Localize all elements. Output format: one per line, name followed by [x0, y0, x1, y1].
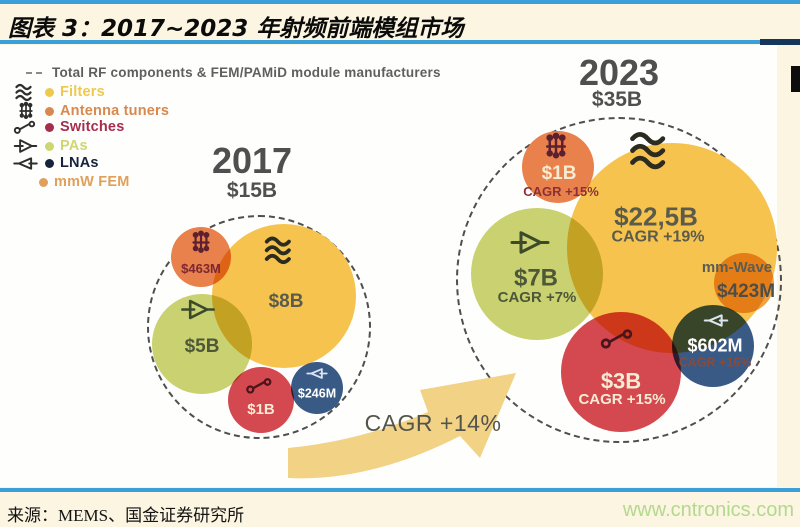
switch-icon — [12, 120, 39, 134]
source-note: 来源：MEMS、国金证券研究所 — [7, 506, 245, 525]
legend-label: LNAs — [60, 155, 99, 171]
label-2023-antenna-tuners-cagr: CAGR +15% — [523, 184, 599, 200]
pa-icon — [180, 297, 216, 328]
bubble-layer — [0, 45, 777, 487]
growth-arrow-label: CAGR +14% — [364, 409, 502, 436]
legend-label: Antenna tuners — [60, 103, 170, 119]
legend-dot — [45, 87, 54, 97]
legend-dot — [45, 106, 54, 116]
pa-icon — [509, 228, 551, 263]
bottom-rule — [0, 488, 800, 492]
top-rule — [0, 0, 800, 4]
antenna-tuner-icon — [188, 230, 214, 261]
label-2023-switches-cagr: CAGR +15% — [578, 391, 666, 409]
website-link[interactable]: www.cntronics.com — [622, 499, 794, 521]
legend-item-lnas: LNAs — [12, 155, 99, 171]
bubble-2017-switches — [228, 367, 294, 433]
label-2017-antenna-tuners-value: $463M — [181, 261, 221, 277]
growth-arrow — [288, 373, 516, 479]
label-2023-pas-cagr: CAGR +7% — [497, 289, 577, 307]
label-2023-pas-value: $7B — [513, 264, 559, 292]
bubble-2023-pas — [471, 208, 603, 340]
lna-icon — [306, 367, 328, 385]
label-2023-antenna-tuners-value: $1B — [541, 163, 577, 185]
title-underline — [0, 40, 800, 44]
dashed-line-icon — [26, 71, 42, 74]
legend-item-pas: PAs — [12, 137, 88, 155]
group-2017-boundary — [147, 215, 371, 439]
filter-waves-icon — [262, 235, 300, 270]
title-underline-dark-segment — [760, 39, 800, 45]
legend-label: Switches — [60, 119, 125, 135]
label-2023-filters-value: $22,5B — [614, 201, 698, 232]
legend-dot — [39, 177, 48, 187]
pa-icon — [12, 137, 39, 155]
label-2023-mmwave-name: mm-Wave — [701, 259, 773, 277]
filter-waves-icon — [12, 83, 39, 101]
legend-label: Filters — [60, 84, 105, 100]
legend-item-mmw-fem: mmW FEM — [39, 174, 130, 190]
label-2023-lnas-value: $602M — [687, 335, 743, 356]
label-2023-switches-value: $3B — [600, 368, 642, 394]
label-2017-filters-value: $8B — [268, 291, 304, 313]
year-2023-label: 2023 — [578, 52, 660, 94]
label-2023-filters-cagr: CAGR +19% — [611, 228, 705, 246]
chart-area: Total RF components & FEM/PAMiD module m… — [0, 45, 782, 487]
switch-icon — [599, 329, 637, 354]
filter-waves-icon — [626, 129, 678, 176]
switch-icon — [245, 378, 275, 399]
bubble-2023-mmwave — [714, 253, 774, 313]
lna-icon — [12, 156, 39, 171]
antenna-tuner-icon — [12, 101, 39, 121]
label-2017-lnas-value: $246M — [297, 386, 337, 401]
legend-dot — [45, 122, 54, 132]
legend-item-switches: Switches — [12, 119, 124, 135]
total-2023-label: $35B — [591, 87, 643, 111]
legend-dot — [45, 141, 54, 151]
total-2017-label: $15B — [226, 178, 278, 202]
label-2023-lnas-cagr: CAGR +16% — [678, 355, 752, 370]
legend-item-antenna-tuners: Antenna tuners — [12, 101, 169, 121]
black-marker — [791, 66, 800, 92]
legend-dot — [45, 158, 54, 168]
label-2017-pas-value: $5B — [184, 336, 220, 358]
legend-label: PAs — [60, 138, 88, 154]
bubble-2023-switches — [561, 312, 681, 432]
year-2017-label: 2017 — [211, 140, 293, 182]
legend-total-label: Total RF components & FEM/PAMiD module m… — [52, 65, 441, 80]
legend-item-filters: Filters — [12, 83, 105, 101]
label-2017-switches-value: $1B — [247, 401, 275, 419]
group-2023-boundary — [456, 117, 782, 443]
legend-label: mmW FEM — [54, 174, 130, 190]
label-2023-mmwave-value: $423M — [716, 281, 776, 303]
legend-total-row: Total RF components & FEM/PAMiD module m… — [26, 65, 441, 80]
antenna-tuner-icon — [541, 132, 571, 167]
lna-icon — [703, 313, 729, 333]
figure-title: 图表 3：2017~2023 年射频前端模组市场 — [8, 16, 464, 42]
bubble-2023-antenna-tuners — [522, 131, 594, 203]
